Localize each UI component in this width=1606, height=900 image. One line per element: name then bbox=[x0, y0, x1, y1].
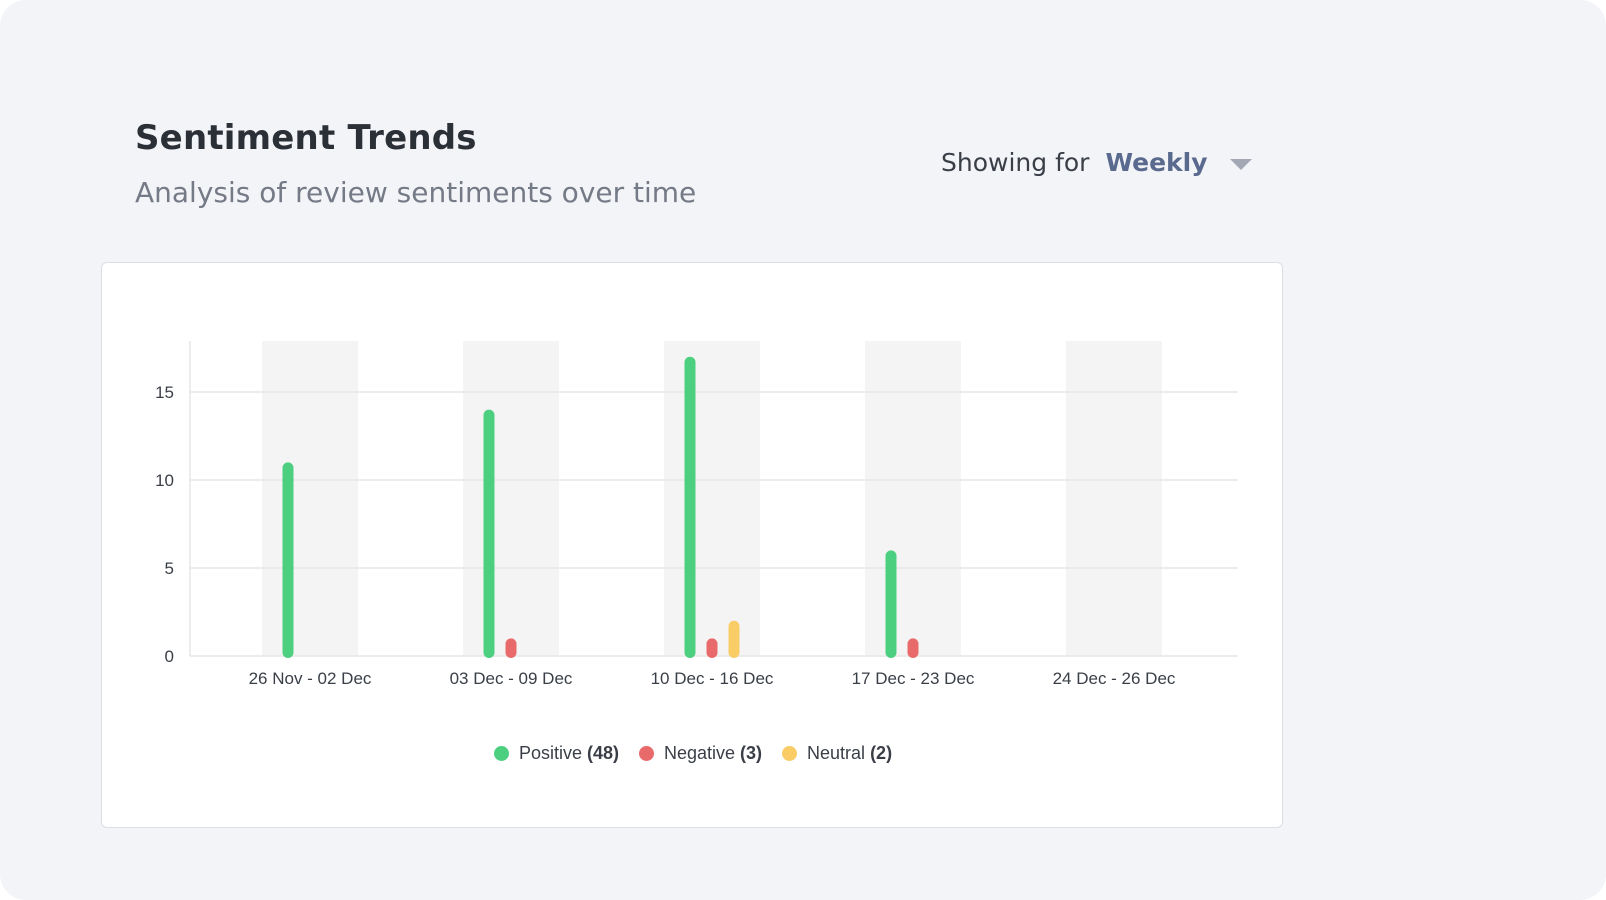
chart-card: 0 5 10 15 26 Nov - 02 Dec 03 Dec - 09 Dec 10 D… bbox=[101, 262, 1283, 828]
legend-item-positive[interactable]: Positive (48) bbox=[493, 743, 619, 764]
x-tick-label: 03 Dec - 09 Dec bbox=[450, 669, 573, 688]
y-tick-label: 10 bbox=[155, 471, 174, 490]
filter-label: Showing for bbox=[941, 148, 1090, 177]
chart-legend: Positive (48) Negative (3) Neutral (2) bbox=[102, 743, 1284, 764]
bar-negative bbox=[706, 638, 718, 658]
x-tick-label: 26 Nov - 02 Dec bbox=[249, 669, 372, 688]
bar-negative bbox=[907, 638, 919, 658]
legend-label: Negative bbox=[663, 743, 736, 763]
bar-positive bbox=[684, 356, 696, 658]
legend-item-negative[interactable]: Negative (3) bbox=[638, 743, 763, 764]
legend-count: (3) bbox=[740, 743, 763, 763]
period-filter-dropdown[interactable]: Showing for Weekly bbox=[941, 148, 1252, 177]
filter-selected-value[interactable]: Weekly bbox=[1105, 148, 1208, 177]
bar-neutral bbox=[728, 620, 740, 658]
sentiment-chart: 0 5 10 15 26 Nov - 02 Dec 03 Dec - 09 Dec 10 D… bbox=[155, 341, 1238, 688]
y-tick-label: 15 bbox=[155, 383, 174, 402]
legend-dot-icon bbox=[782, 746, 798, 761]
x-tick-label: 10 Dec - 16 Dec bbox=[651, 669, 774, 688]
category-band bbox=[463, 341, 559, 656]
legend-count: (2) bbox=[870, 743, 893, 763]
y-tick-label: 5 bbox=[165, 559, 174, 578]
chevron-down-icon[interactable] bbox=[1229, 159, 1252, 170]
bar-negative bbox=[505, 638, 517, 658]
legend-dot-icon bbox=[493, 746, 509, 761]
category-band bbox=[262, 341, 358, 656]
bar-positive bbox=[282, 462, 294, 658]
page-subtitle: Analysis of review sentiments over time bbox=[135, 176, 697, 209]
legend-item-neutral[interactable]: Neutral (2) bbox=[782, 743, 892, 764]
legend-dot-icon bbox=[638, 746, 654, 761]
page-title: Sentiment Trends bbox=[135, 118, 477, 158]
bar-positive bbox=[483, 409, 495, 658]
legend-label: Neutral bbox=[807, 743, 866, 763]
x-tick-label: 17 Dec - 23 Dec bbox=[852, 669, 975, 688]
x-tick-label: 24 Dec - 26 Dec bbox=[1053, 669, 1176, 688]
legend-count: (48) bbox=[586, 743, 619, 763]
bar-positive bbox=[885, 550, 897, 658]
y-tick-label: 0 bbox=[165, 647, 174, 666]
legend-label: Positive bbox=[518, 743, 582, 763]
category-band bbox=[1066, 341, 1162, 656]
category-band bbox=[865, 341, 961, 656]
category-band bbox=[664, 341, 760, 656]
